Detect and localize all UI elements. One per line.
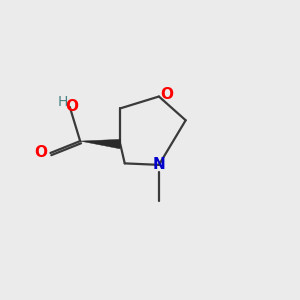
Text: O: O: [66, 98, 79, 113]
Text: O: O: [34, 146, 47, 160]
Text: N: N: [152, 158, 165, 172]
Text: O: O: [161, 87, 174, 102]
Text: H: H: [57, 95, 68, 109]
Polygon shape: [80, 139, 121, 149]
